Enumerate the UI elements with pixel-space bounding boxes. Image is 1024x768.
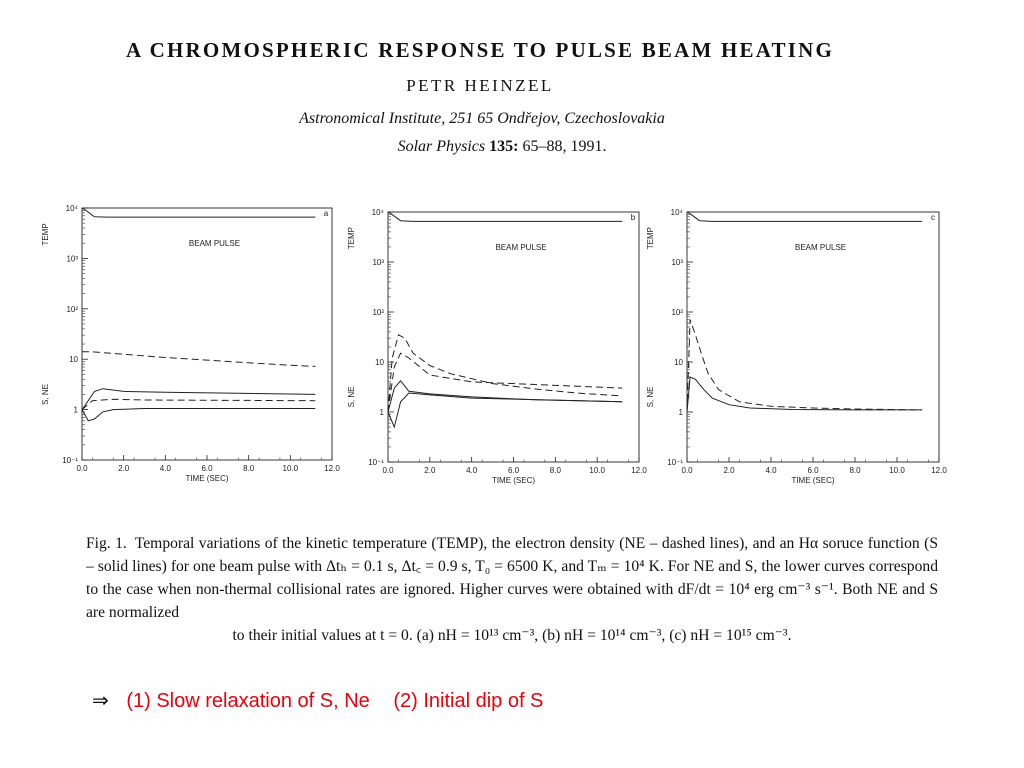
x-tick-label: 8.0	[243, 464, 255, 473]
x-tick-label: 12.0	[931, 466, 947, 475]
x-tick-label: 6.0	[201, 464, 213, 473]
series-line-b-3	[387, 352, 623, 413]
figure-1: 10⁻¹ 1 10 10² 10³ 10⁴ 0.0 2.0 4.0 6.0 8.0 10.0 12.0 T…	[36, 196, 986, 496]
x-tick-label: 6.0	[807, 466, 819, 475]
beam-pulse-annotation: BEAM PULSE	[495, 243, 546, 252]
x-tick-label: 8.0	[550, 466, 562, 475]
panel-label: a	[324, 209, 329, 218]
figure-caption: Fig. 1. Temporal variations of the kineti…	[86, 532, 938, 647]
x-tick-label: 10.0	[589, 466, 605, 475]
y-tick-label: 10⁴	[372, 208, 385, 217]
beam-pulse-annotation: BEAM PULSE	[795, 243, 846, 252]
x-axis-label: TIME (SEC)	[791, 476, 834, 485]
x-tick-label: 2.0	[424, 466, 436, 475]
x-tick-label: 10.0	[889, 466, 905, 475]
y-tick-label: 1	[679, 408, 684, 417]
x-tick-label: 4.0	[765, 466, 777, 475]
caption-label: Fig. 1.	[86, 535, 127, 552]
y-tick-label: 10²	[66, 305, 78, 314]
x-tick-label: 4.0	[466, 466, 478, 475]
y-tick-label: 10	[69, 355, 78, 364]
caption-body: Temporal variations of the kinetic tempe…	[86, 535, 938, 621]
series-line-b-5	[387, 392, 623, 429]
x-tick-label: 2.0	[118, 464, 130, 473]
y-tick-label: 10⁻¹	[667, 458, 683, 467]
panel-label: b	[631, 213, 636, 222]
y-tick-label: 10⁴	[671, 208, 684, 217]
x-tick-label: 8.0	[849, 466, 861, 475]
conclusion-item-2: (2) Initial dip of S	[393, 690, 544, 712]
y-tick-label: 10⁻¹	[368, 458, 384, 467]
series-line-b-1	[387, 211, 623, 222]
series-line-a-2	[82, 351, 316, 367]
y-tick-label: 1	[380, 408, 385, 417]
sne-axis-label: S, NE	[41, 384, 50, 405]
y-tick-label: 10²	[671, 308, 683, 317]
beam-pulse-annotation: BEAM PULSE	[189, 239, 240, 248]
x-tick-label: 0.0	[681, 466, 693, 475]
x-tick-label: 6.0	[508, 466, 520, 475]
sne-axis-label: S, NE	[347, 386, 356, 407]
series-line-a-3	[81, 388, 316, 410]
y-tick-label: 10⁻¹	[62, 456, 78, 465]
x-axis-label: TIME (SEC)	[185, 474, 228, 483]
x-axis-label: TIME (SEC)	[492, 476, 535, 485]
y-tick-label: 10³	[66, 254, 78, 263]
paper-title: A CHROMOSPHERIC RESPONSE TO PULSE BEAM H…	[126, 38, 834, 62]
x-tick-label: 0.0	[382, 466, 394, 475]
paper-affiliation: Astronomical Institute, 251 65 Ondřejov,…	[299, 110, 665, 127]
paper-author: PETR HEINZEL	[406, 76, 554, 95]
journal-name: Solar Physics	[397, 138, 486, 155]
caption-last-line: to their initial values at t = 0. (a) nH…	[232, 627, 792, 644]
sne-axis-label: S, NE	[646, 386, 655, 407]
series-line-a-1	[81, 207, 316, 218]
x-tick-label: 12.0	[631, 466, 647, 475]
y-tick-label: 10²	[372, 308, 384, 317]
y-tick-label: 10³	[671, 258, 683, 267]
y-tick-label: 10⁴	[66, 204, 79, 213]
y-tick-label: 1	[74, 406, 79, 415]
y-tick-label: 10³	[372, 258, 384, 267]
series-line-c-2	[686, 319, 923, 413]
series-line-a-5	[81, 408, 316, 422]
journal-pages-year: 65–88, 1991.	[522, 138, 607, 155]
y-tick-label: 10	[674, 358, 683, 367]
temp-axis-label: TEMP	[347, 227, 356, 249]
temp-axis-label: TEMP	[41, 223, 50, 245]
temp-axis-label: TEMP	[646, 227, 655, 249]
panel-label: c	[931, 213, 935, 222]
series-line-c-3	[686, 376, 923, 413]
x-tick-label: 10.0	[283, 464, 299, 473]
series-line-b-2	[387, 334, 623, 413]
y-tick-label: 10	[375, 358, 384, 367]
x-tick-label: 12.0	[324, 464, 340, 473]
series-line-a-4	[81, 398, 316, 410]
journal-volume: 135:	[489, 138, 519, 155]
paper-citation: Solar Physics 135: 65–88, 1991.	[0, 138, 1014, 156]
x-tick-label: 0.0	[76, 464, 88, 473]
x-tick-label: 2.0	[723, 466, 735, 475]
conclusion-item-1: (1) Slow relaxation of S, Ne	[126, 690, 370, 712]
conclusion-line: ⇒ (1) Slow relaxation of S, Ne (2) Initi…	[92, 688, 543, 713]
series-line-c-1	[686, 211, 923, 222]
x-tick-label: 4.0	[160, 464, 172, 473]
implies-arrow-icon: ⇒	[92, 690, 109, 712]
